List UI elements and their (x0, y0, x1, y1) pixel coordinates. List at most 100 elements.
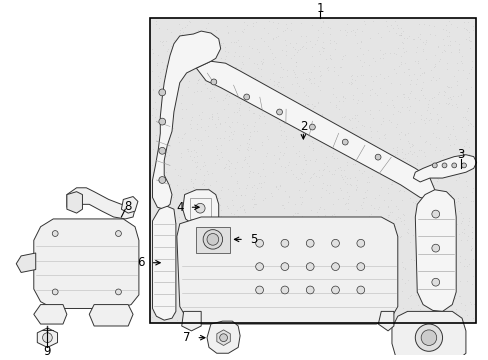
Point (440, 314, 447, 320)
Point (176, 27, 184, 33)
Point (397, 104, 405, 110)
Point (338, 242, 346, 248)
Point (380, 135, 387, 141)
Point (318, 44, 325, 50)
Point (422, 216, 429, 222)
Point (414, 215, 422, 221)
Point (466, 45, 473, 51)
Point (346, 28, 354, 34)
Point (421, 40, 428, 45)
Point (260, 38, 267, 44)
Point (177, 288, 184, 293)
Point (454, 208, 462, 213)
Point (209, 35, 217, 41)
Point (163, 228, 170, 234)
Point (358, 282, 366, 287)
Point (449, 297, 457, 302)
Point (229, 39, 237, 45)
Point (236, 204, 244, 210)
Point (306, 207, 314, 213)
Point (226, 223, 234, 229)
Point (191, 170, 199, 176)
Point (363, 263, 371, 269)
Point (205, 88, 213, 94)
Point (405, 90, 413, 96)
Polygon shape (152, 31, 220, 209)
Point (348, 125, 356, 131)
Point (182, 186, 190, 192)
Point (442, 83, 450, 89)
Point (318, 49, 326, 54)
Point (273, 81, 281, 87)
Point (216, 228, 224, 234)
Point (347, 116, 355, 121)
Point (404, 66, 411, 72)
Point (156, 282, 163, 287)
Circle shape (356, 263, 364, 270)
Point (180, 131, 187, 136)
Point (185, 278, 193, 284)
Point (330, 307, 338, 312)
Point (295, 301, 303, 307)
Point (350, 226, 358, 231)
Point (335, 297, 343, 303)
Point (245, 99, 253, 105)
Point (250, 74, 258, 80)
Point (440, 92, 447, 98)
Point (165, 186, 173, 192)
Point (398, 45, 406, 51)
Point (250, 201, 258, 207)
Point (155, 38, 163, 44)
Point (379, 247, 386, 253)
Point (250, 183, 258, 188)
Point (403, 184, 410, 190)
Point (452, 24, 460, 30)
Point (386, 22, 394, 28)
Point (180, 285, 188, 291)
Polygon shape (414, 190, 455, 311)
Point (423, 257, 430, 262)
Point (272, 184, 280, 190)
Point (346, 117, 353, 123)
Point (292, 117, 300, 123)
Point (369, 205, 377, 211)
Point (357, 63, 365, 69)
Point (427, 95, 435, 100)
Point (323, 183, 330, 188)
Point (366, 214, 374, 220)
Point (264, 243, 272, 249)
Point (185, 311, 193, 316)
Point (350, 32, 358, 37)
Polygon shape (177, 217, 397, 324)
Point (445, 84, 452, 90)
Point (309, 170, 317, 176)
Point (239, 253, 247, 259)
Point (309, 80, 317, 86)
Point (435, 274, 443, 280)
Circle shape (255, 286, 263, 294)
Point (368, 55, 376, 61)
Point (383, 150, 390, 156)
Point (385, 28, 392, 34)
Point (291, 161, 299, 167)
Point (306, 290, 314, 296)
Point (336, 172, 344, 178)
Point (256, 73, 264, 78)
Point (190, 159, 198, 165)
Point (209, 299, 217, 305)
Point (191, 135, 199, 141)
Point (419, 283, 427, 289)
Point (287, 221, 295, 227)
Point (274, 79, 282, 85)
Circle shape (305, 263, 313, 270)
Point (201, 26, 209, 31)
Point (200, 172, 208, 178)
Point (194, 286, 202, 292)
Point (266, 224, 274, 229)
Point (318, 111, 325, 117)
Point (322, 188, 329, 193)
Point (257, 60, 265, 66)
Point (172, 39, 180, 45)
Point (257, 142, 265, 148)
Point (224, 31, 231, 36)
